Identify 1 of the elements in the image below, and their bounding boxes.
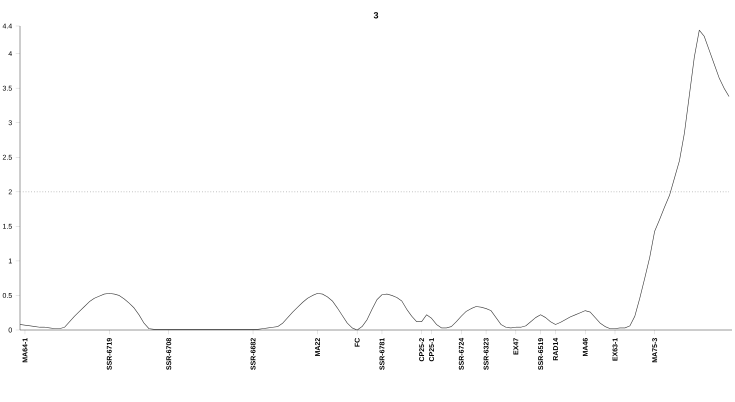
chart-title: 3	[374, 12, 378, 18]
